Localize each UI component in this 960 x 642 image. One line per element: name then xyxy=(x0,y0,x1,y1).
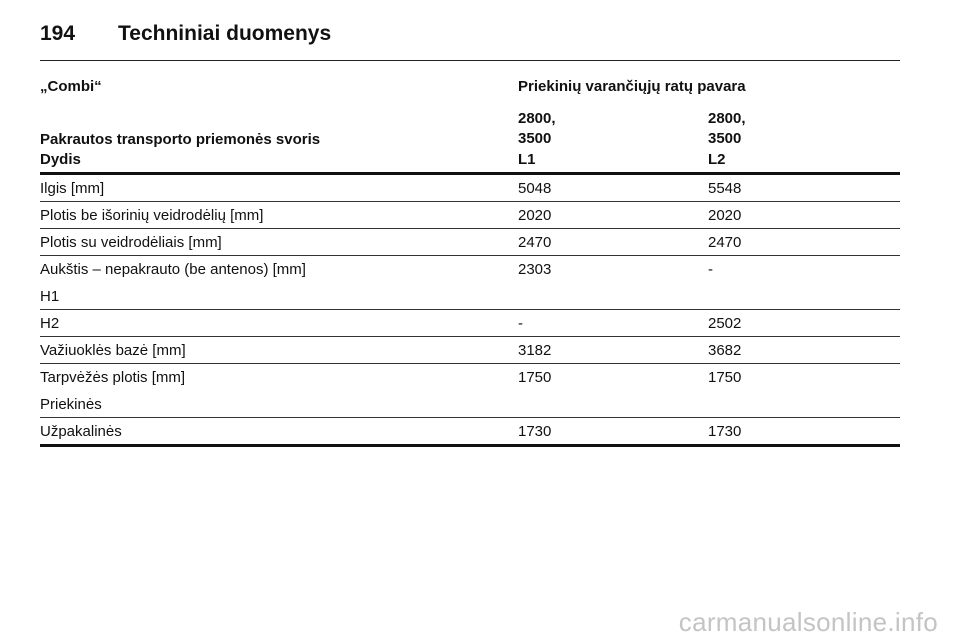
weight-label: Pakrautos transporto priemonės svoris xyxy=(40,131,321,148)
row-value-l1: 2020 xyxy=(518,207,552,224)
table-row: Važiuoklės bazė [mm] 3182 3682 xyxy=(40,337,900,363)
table-model-row: „Combi“ Priekinių varančiųjų ratų pavara xyxy=(40,66,900,106)
table-row: Plotis su veidrodėliais [mm] 2470 2470 xyxy=(40,229,900,255)
row-value-l2: 2502 xyxy=(708,315,742,332)
size-label: Dydis xyxy=(40,151,81,168)
row-divider xyxy=(40,363,900,364)
row-value-l1: - xyxy=(518,315,523,332)
table-row: H2 - 2502 xyxy=(40,310,900,336)
row-divider xyxy=(40,309,900,310)
table-weight-row: Pakrautos transporto priemonės svoris 28… xyxy=(40,106,900,150)
row-value-l2: - xyxy=(708,261,713,278)
size-l2: L2 xyxy=(708,151,726,168)
row-value-l1: 2470 xyxy=(518,234,552,251)
row-divider xyxy=(40,336,900,337)
row-value-l1: 1750 xyxy=(518,369,552,386)
header-rule xyxy=(40,60,900,61)
row-value-l1: 3182 xyxy=(518,342,552,359)
row-divider xyxy=(40,417,900,418)
row-value-l2: 5548 xyxy=(708,180,742,197)
page-number: 194 xyxy=(40,22,76,45)
spec-table: „Combi“ Priekinių varančiųjų ratų pavara… xyxy=(40,66,900,447)
row-value-l2: 3682 xyxy=(708,342,742,359)
table-bottom-rule xyxy=(40,444,900,447)
table-row: Aukštis – nepakrauto (be antenos) [mm] H… xyxy=(40,256,900,309)
row-label: Tarpvėžės plotis [mm] xyxy=(40,369,186,386)
watermark: carmanualsonline.info xyxy=(678,607,938,637)
row-label: Aukštis – nepakrauto (be antenos) [mm] xyxy=(40,261,306,278)
header-divider xyxy=(40,172,900,175)
row-label: Plotis be išorinių veidrodėlių [mm] xyxy=(40,207,264,224)
row-value-l2: 1730 xyxy=(708,423,742,440)
row-label: Ilgis [mm] xyxy=(40,180,105,197)
row-label: H2 xyxy=(40,315,60,332)
weight-l1: 2800, 3500 xyxy=(518,110,556,147)
table-row: Tarpvėžės plotis [mm] Priekinės 1750 175… xyxy=(40,364,900,417)
row-value-l2: 2470 xyxy=(708,234,742,251)
model-label: „Combi“ xyxy=(40,78,102,95)
page-header: 194 Techniniai duomenys xyxy=(40,18,331,50)
row-value-l1: 5048 xyxy=(518,180,552,197)
row-value-l2: 1750 xyxy=(708,369,742,386)
row-value-l2: 2020 xyxy=(708,207,742,224)
table-header-row: Dydis L1 L2 xyxy=(40,150,900,172)
page-title: Techniniai duomenys xyxy=(118,22,332,45)
row-divider xyxy=(40,228,900,229)
table-row: Plotis be išorinių veidrodėlių [mm] 2020… xyxy=(40,202,900,228)
row-label: Užpakalinės xyxy=(40,423,122,440)
row-label: Važiuoklės bazė [mm] xyxy=(40,342,186,359)
drive-label: Priekinių varančiųjų ratų pavara xyxy=(518,78,746,95)
row-divider xyxy=(40,255,900,256)
row-value-l1: 2303 xyxy=(518,261,552,278)
row-divider xyxy=(40,201,900,202)
row-sublabel: H1 xyxy=(40,288,60,305)
table-row: Užpakalinės 1730 1730 xyxy=(40,418,900,444)
row-sublabel: Priekinės xyxy=(40,396,102,413)
row-label: Plotis su veidrodėliais [mm] xyxy=(40,234,222,251)
size-l1: L1 xyxy=(518,151,536,168)
table-row: Ilgis [mm] 5048 5548 xyxy=(40,175,900,201)
row-value-l1: 1730 xyxy=(518,423,552,440)
weight-l2: 2800, 3500 xyxy=(708,110,746,147)
